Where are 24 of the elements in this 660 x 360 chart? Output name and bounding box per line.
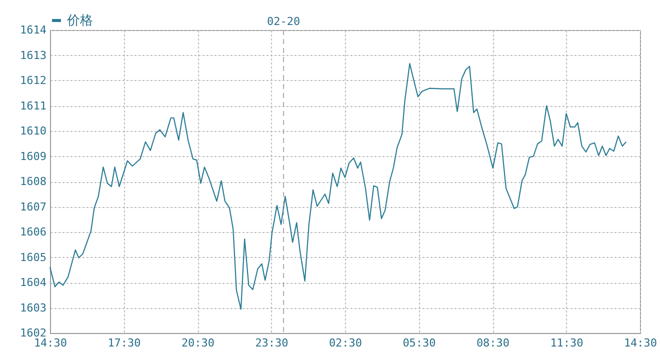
- x-tick-label: 05:30: [402, 336, 436, 350]
- y-tick-label: 1611: [20, 99, 46, 112]
- y-tick-label: 1607: [20, 200, 46, 214]
- y-tick-label: 1604: [20, 276, 47, 289]
- y-tick-label: 1605: [20, 250, 46, 264]
- x-tick-label: 17:30: [108, 336, 141, 350]
- y-tick-label: 1606: [20, 226, 46, 238]
- ref-line-label: 02-20: [266, 15, 300, 28]
- x-tick-label: 11:30: [550, 336, 584, 350]
- y-tick-label: 1608: [20, 175, 46, 188]
- text: 价格: [66, 14, 93, 28]
- y-tick-label: 1612: [20, 74, 46, 87]
- x-tick-label: 20:30: [181, 336, 215, 350]
- y-tick-label: 1603: [20, 301, 46, 314]
- x-tick-label: 08:30: [476, 336, 510, 350]
- y-tick-label: 1614: [20, 24, 47, 36]
- y-tick-label: 1609: [20, 150, 46, 163]
- x-tick-label: 23:30: [255, 336, 288, 350]
- x-tick-label: 02:30: [328, 336, 362, 350]
- x-tick-label: 14:30: [624, 336, 658, 350]
- x-tick-label: 14:30: [34, 336, 68, 350]
- y-tick-label: 1613: [20, 48, 46, 62]
- y-tick-label: 1610: [20, 124, 46, 138]
- y-tick-label: 1602: [20, 326, 46, 340]
